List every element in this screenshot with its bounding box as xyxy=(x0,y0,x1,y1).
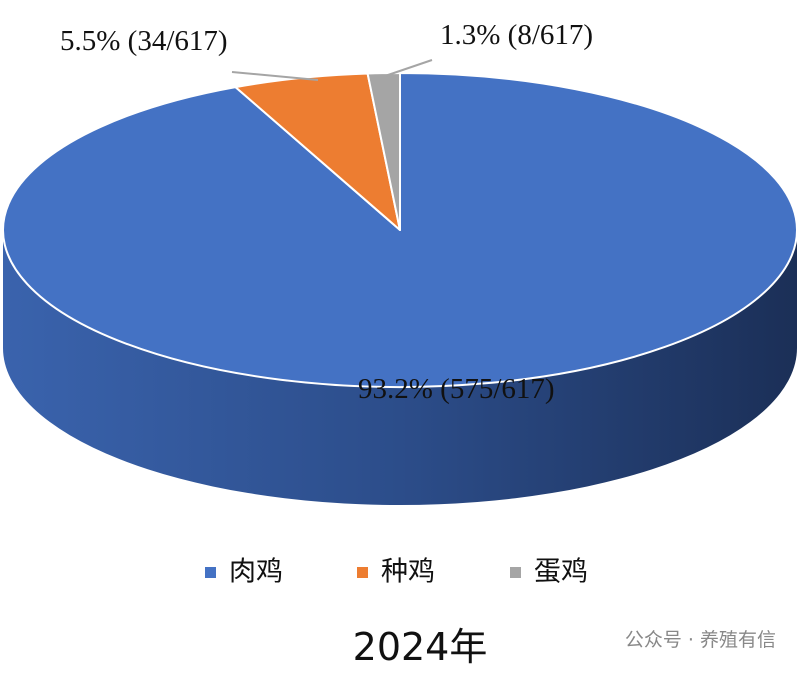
legend-label: 肉鸡 xyxy=(229,557,283,588)
pie-slice xyxy=(366,72,401,231)
pie-side xyxy=(3,230,797,505)
legend-swatch xyxy=(357,567,368,578)
leader-line xyxy=(384,59,433,77)
legend-label: 种鸡 xyxy=(381,557,435,588)
data-label: 5.5% (34/617) xyxy=(60,25,228,57)
legend-swatch xyxy=(205,567,216,578)
data-label: 93.2% (575/617) xyxy=(358,373,555,405)
legend-swatch xyxy=(510,567,521,578)
data-label: 1.3% (8/617) xyxy=(440,19,593,51)
chart-title: 2024年 xyxy=(353,625,488,669)
watermark: 公众号 · 养殖有信 xyxy=(625,629,776,651)
leader-line xyxy=(231,71,319,81)
legend-label: 蛋鸡 xyxy=(534,557,588,588)
